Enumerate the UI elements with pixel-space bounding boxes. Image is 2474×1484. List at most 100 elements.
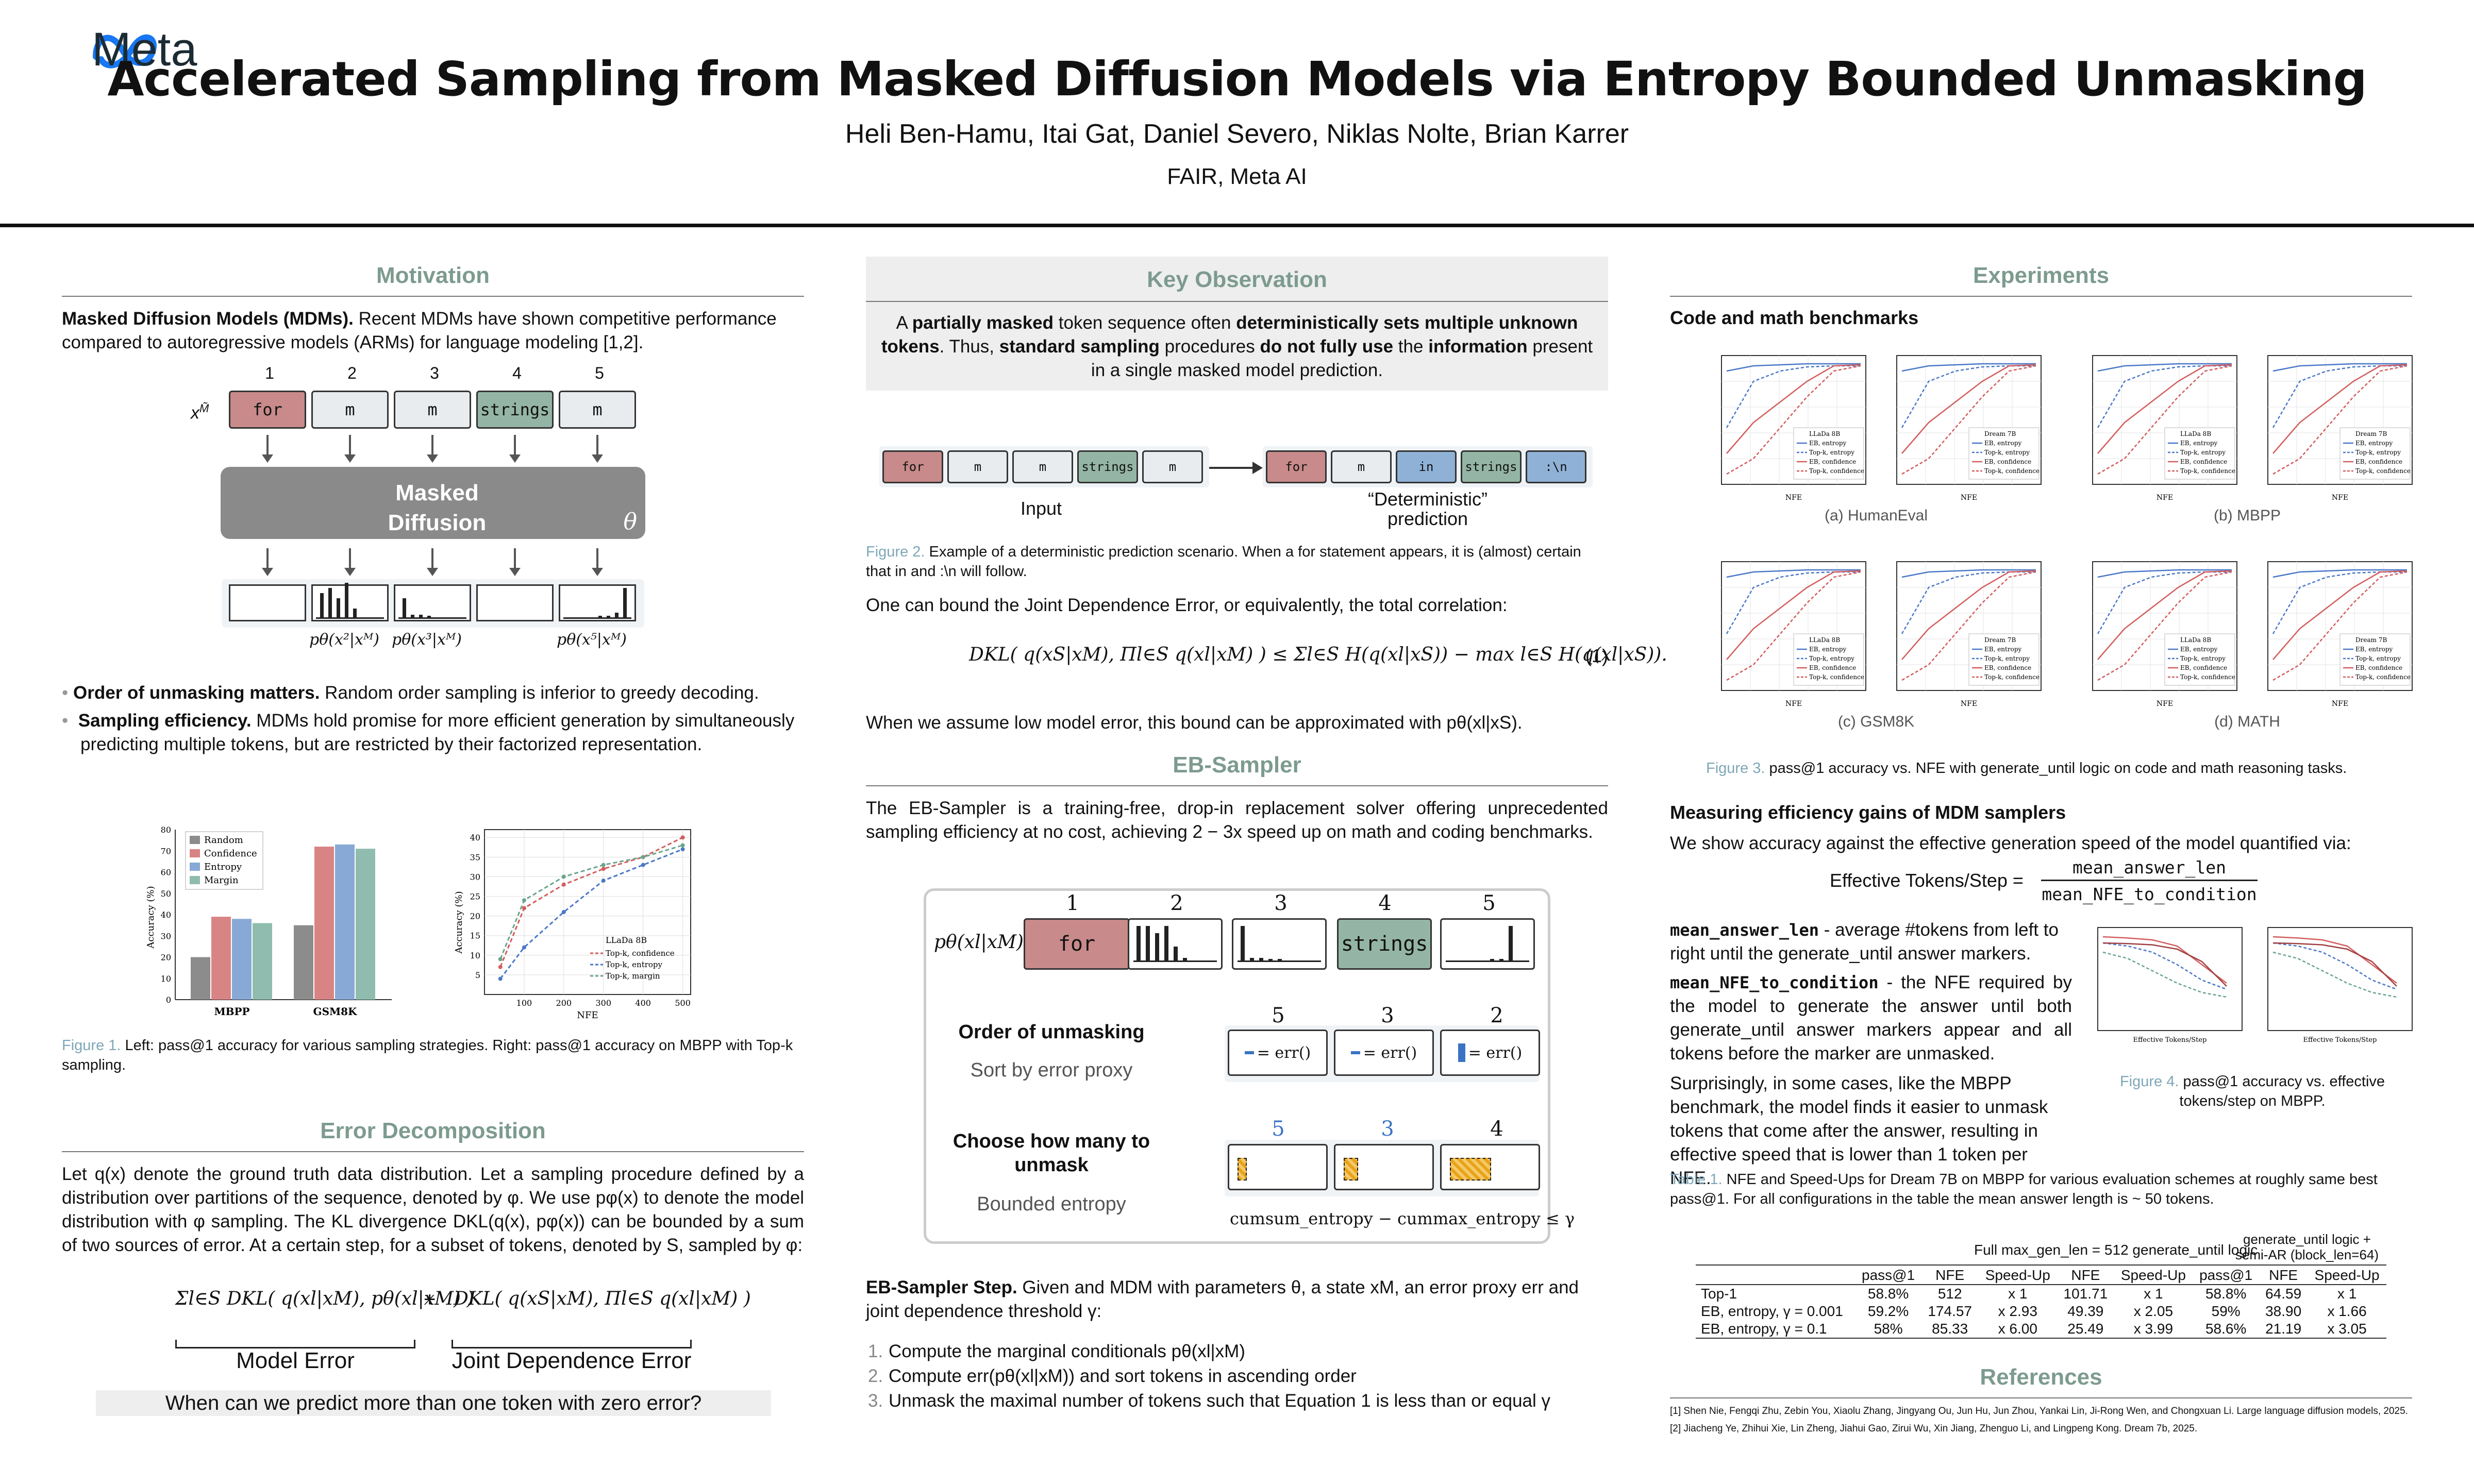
benchmark-plot: LLaDa 8B EB, entropy Top-k, entropy EB, con…: [1721, 355, 1866, 502]
legend-title: LLaDa 8B: [606, 935, 647, 945]
legend-label: EB, entropy: [2180, 440, 2218, 447]
benchmark-plot: Dream 7B EB, entropy Top-k, entropy EB, con…: [1896, 561, 2042, 708]
input-token: m: [1012, 450, 1073, 483]
position-number: 5: [595, 364, 604, 382]
figure-4-caption: Figure 4. pass@1 accuracy vs. effective …: [2119, 1073, 2385, 1109]
series-line: [2097, 365, 2232, 475]
table-cell: EB, entropy, γ = 0.1: [1701, 1321, 1827, 1337]
position-number: 1: [265, 364, 274, 382]
input-token: m: [311, 391, 389, 429]
legend-label: Top-k, entropy: [1984, 449, 2030, 456]
input-label: Input: [1020, 498, 1062, 519]
bar: [191, 957, 210, 1000]
key-observation-box: Key Observation A partially masked token…: [866, 257, 1608, 391]
error-bar-icon: [1458, 1043, 1465, 1062]
series-line: [1901, 571, 2036, 681]
histogram-baseline: [1238, 960, 1321, 962]
y-tick-label: 10: [161, 974, 171, 984]
series-line: [2097, 571, 2232, 681]
eb-distribution: [1128, 918, 1223, 970]
out-label-3: pθ(x³|xᴹ): [392, 631, 462, 649]
table-cell: x 2.93: [1998, 1303, 2037, 1319]
eb-step-list: 1. Compute the marginal conditionals pθ(x…: [866, 1340, 1608, 1414]
histogram-bar: [1136, 926, 1141, 962]
effective-tokens-numerator: mean_answer_len: [2041, 857, 2258, 881]
data-point: [680, 835, 685, 840]
experiments-title: Experiments: [1972, 263, 2110, 288]
arrow-icon: [344, 435, 356, 463]
table-cell: 58.8%: [2205, 1286, 2247, 1302]
error-bar-icon: [1350, 1051, 1360, 1054]
series-line: [1726, 569, 1861, 578]
order-row: = err() = err() = err(): [1225, 1025, 1540, 1082]
entropy-cell: [1440, 1144, 1540, 1190]
data-point: [561, 882, 566, 887]
effective-tokens-denominator: mean_NFE_to_condition: [2042, 884, 2257, 904]
series-line: [2272, 364, 2408, 454]
legend-label: Top-k, confidence: [1809, 673, 1864, 681]
table-cell: 49.39: [2067, 1303, 2104, 1319]
table-cell: 21.19: [2265, 1321, 2302, 1337]
order-number: 5: [1272, 1004, 1285, 1027]
benchmark-plot: Dream 7B EB, entropy Top-k, entropy EB, con…: [2267, 355, 2413, 502]
divider: [62, 296, 804, 297]
error-label: = err(): [1468, 1043, 1523, 1062]
legend-title: Dream 7B: [1984, 430, 2016, 437]
masked-diffusion-model-box: Masked Diffusion Model θ: [221, 467, 645, 565]
error-label: = err(): [1363, 1043, 1417, 1062]
out-label-5: pθ(x⁵|xᴹ): [557, 631, 627, 649]
divider: [1670, 296, 2412, 297]
out-label-2: pθ(x²|xᴹ): [309, 631, 379, 649]
legend-label: EB, confidence: [2355, 458, 2402, 465]
series-line: [1901, 365, 2036, 475]
arrow-icon: [427, 435, 438, 463]
legend-label: Top-k, confidence: [2180, 467, 2235, 475]
x-axis-label: NFE: [1785, 700, 1802, 708]
table-cell: 58.8%: [1867, 1286, 1909, 1302]
table-cell: Top-1: [1701, 1286, 1737, 1302]
table-row: EB, entropy, γ = 0.001 59.2% 174.57 x 2.93 4…: [1696, 1303, 2386, 1320]
eb-step: 2. Compute err(pθ(xl|xM)) and sort tokens…: [866, 1364, 1608, 1388]
legend-label: EB, entropy: [2180, 646, 2218, 653]
output-distribution: [229, 584, 306, 621]
error-proxy-cell: = err(): [1228, 1030, 1328, 1076]
x-tick-label: 200: [556, 998, 572, 1008]
legend-label: EB, entropy: [2355, 646, 2393, 653]
effective-tokens-lhs: Effective Tokens/Step =: [1830, 870, 2024, 891]
eb-token-for: for: [1024, 918, 1130, 970]
bar: [294, 925, 313, 1000]
bound-intro: One can bound the Joint Dependence Error…: [866, 595, 1508, 615]
table-cell: EB, entropy, γ = 0.001: [1701, 1303, 1843, 1319]
table-header-cell: Speed-Up: [2314, 1267, 2380, 1283]
line-chart: 5 10 15 20 25 30 35 40 100 200 300 400 500 NFE Accurac…: [454, 829, 691, 1021]
results-table: pass@1 NFE Speed-Up NFE Speed-Up pass@1 NFE Spe…: [1696, 1267, 2386, 1340]
data-point: [641, 855, 645, 859]
legend-label: Top-k, confidence: [2180, 673, 2235, 681]
legend-label: Top-k, confidence: [1809, 467, 1864, 475]
histogram-baseline: [316, 617, 384, 619]
model-error-label: Model Error: [236, 1348, 355, 1373]
cumsum-condition: cumsum_entropy − cummax_entropy ≤ γ: [1230, 1209, 1575, 1228]
entropy-fill: [1344, 1158, 1358, 1181]
panel-caption: (d) MATH: [2214, 713, 2280, 730]
arrow-icon: [262, 548, 273, 576]
legend-label: EB, entropy: [1809, 440, 1847, 447]
data-point: [561, 910, 566, 914]
model-label: Masked Diffusion Model: [388, 480, 487, 565]
model-error-brace: [175, 1340, 415, 1348]
position-number: 5: [1482, 891, 1496, 915]
histogram-bar: [345, 583, 348, 619]
histogram-bar: [337, 598, 340, 619]
legend-label: Top-k, confidence: [1984, 673, 2040, 681]
table-header-cell: [1696, 1267, 1855, 1285]
table-group-2: generate_until logic + semi-AR (block_le…: [2235, 1232, 2379, 1262]
histogram-bar: [1155, 933, 1159, 962]
step-text: Compute err(pθ(xl|xM)) and sort tokens i…: [889, 1366, 1357, 1386]
arrow-icon: [344, 548, 356, 576]
arrow-icon: [509, 435, 521, 463]
x-tick-label: 100: [516, 998, 532, 1008]
surprise-paragraph: Surprisingly, in some cases, like the MB…: [1670, 1073, 2048, 1188]
legend-label: Top-k, entropy: [606, 960, 663, 969]
series-line: [2272, 942, 2397, 990]
table-header-cell: pass@1: [1862, 1267, 1915, 1283]
